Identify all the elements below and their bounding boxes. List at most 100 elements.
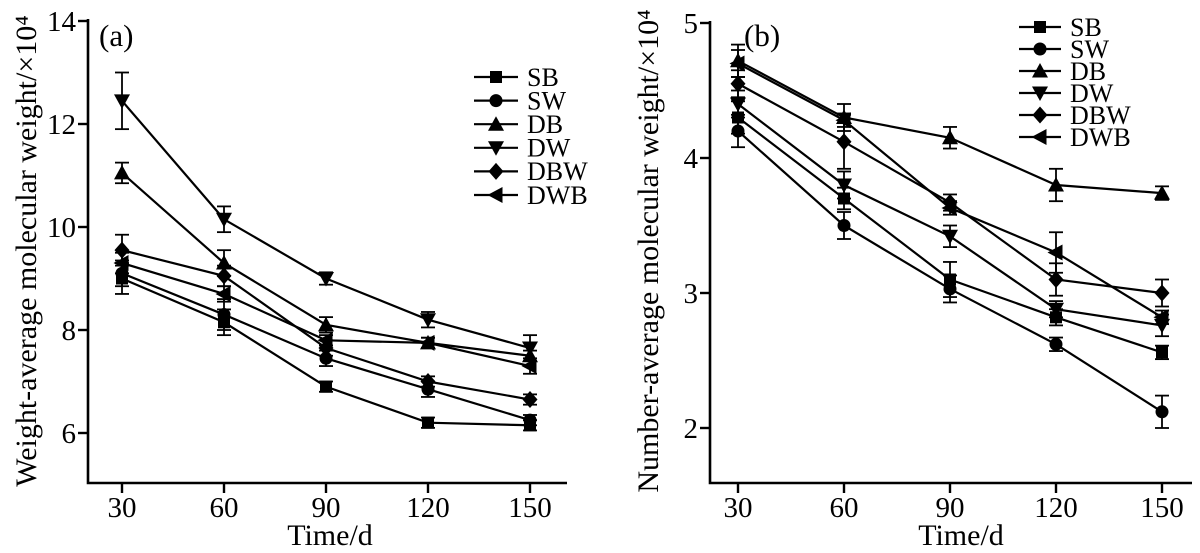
series-DW [114,71,538,362]
data-point-DB-marker [942,129,958,145]
data-point-DB-marker [318,316,334,332]
legend-label: SW [1070,35,1109,64]
legend-square-icon [490,71,502,83]
panel-label: (b) [744,18,780,53]
legend-diamond-icon [488,162,504,180]
data-point-DB-marker [1154,185,1170,200]
data-point-DBW-marker [730,75,746,93]
data-point-DW-marker [836,178,852,193]
legend-item-DB: DB [1019,57,1106,86]
data-point-DWB-marker [419,334,435,351]
data-point-SW-marker [1155,405,1169,419]
panel-label: (a) [99,18,133,53]
y-axis-title: Weight-average molecular weight/×10⁴ [10,15,43,486]
data-point-DBW-marker [836,133,852,151]
data-point-DBW-marker [114,241,130,259]
data-point-DWB-marker [1153,309,1169,326]
data-point-DBW-marker [1154,284,1170,302]
x-axis-tick-label: 30 [724,492,753,524]
legend-item-DW: DW [474,134,571,163]
axis-frame [708,21,1192,485]
y-axis-tick-label: 5 [684,8,699,40]
data-point-DBW-marker [216,267,232,285]
data-point-SB-marker [1156,346,1168,359]
legend-square-icon [1034,21,1046,33]
legend-triangle-left-icon [487,187,503,203]
data-point-DW-marker [730,97,746,112]
data-point-DW-marker [318,272,334,287]
data-point-DWB-marker [317,332,333,349]
legend-label: DWB [1070,123,1131,152]
data-point-DWB-marker [729,55,745,72]
x-axis-tick-label: 120 [406,492,450,524]
legend-item-DB: DB [474,110,563,139]
legend-item-SW: SW [1019,35,1109,64]
data-point-DW-marker [216,212,232,228]
series-DWB [729,49,1169,326]
data-point-DWB-marker [941,199,957,216]
legend-label: DW [527,134,571,163]
y-axis-tick-label: 4 [684,143,699,175]
legend-circle-icon [489,94,503,108]
x-axis-tick-label: 150 [508,492,552,524]
series-DBW [114,233,538,409]
series-DWB [113,251,537,375]
data-point-SW-marker [217,308,231,322]
series-DW-line [121,100,531,350]
legend-label: DBW [527,157,588,186]
legend-label: SW [527,86,566,115]
data-point-DW-marker [114,94,130,109]
y-axis-tick-label: 6 [62,418,77,450]
y-axis-tick-label: 3 [684,278,699,310]
legend-item-DWB: DWB [1019,123,1131,152]
data-point-DW-marker [420,313,436,328]
x-axis-tick-label: 30 [108,492,137,524]
legend-triangle-up-icon [1032,63,1048,78]
x-axis-tick-label: 120 [1034,492,1078,524]
data-point-SW-marker [523,413,537,427]
legend-label: DW [1070,79,1114,108]
x-axis-tick-label: 90 [312,492,341,524]
x-axis-tick-label: 60 [830,492,859,524]
legend-label: DWB [527,181,588,210]
legend-item-DBW: DBW [474,157,588,186]
legend-triangle-down-icon [1032,86,1048,101]
data-point-DWB-marker [113,255,129,272]
data-point-SW-marker [943,282,957,296]
legend-item-SB: SB [1019,13,1102,42]
data-point-DBW-marker [1048,271,1064,288]
panel-b: 5 4 3 2 30 60 90 120 150 Time/d Number-average mol… [632,8,1192,552]
legend-item-DW: DW [1019,79,1114,108]
y-axis-tick-label: 14 [47,6,77,38]
data-point-SW-marker [731,124,745,138]
data-point-SB-marker [422,416,434,429]
legend-item-SW: SW [474,86,566,115]
data-point-DB-marker [114,164,130,180]
data-point-SB-marker [320,380,332,393]
data-point-DWB-marker [215,285,231,302]
legend-item-DWB: DWB [474,181,588,210]
legend-triangle-up-icon [488,116,504,131]
axis-frame [86,19,567,485]
y-axis-tick-label: 12 [47,109,76,141]
y-axis-title: Number-average molecular weight/×10⁴ [632,9,665,492]
data-point-DWB-marker [1047,244,1063,261]
legend-diamond-icon [1032,106,1048,124]
x-axis-tick-label: 90 [936,492,965,524]
data-point-DWB-marker [835,112,851,129]
data-point-DW-marker [522,341,538,357]
legend-label: DBW [1070,101,1131,130]
legend-label: SB [527,63,559,92]
series-SW [731,113,1169,429]
x-axis-title: Time/d [287,519,373,552]
legend-triangle-left-icon [1031,129,1047,145]
legend-label: SB [1070,13,1102,42]
legend-item-DBW: DBW [1019,101,1131,130]
legend-label: DB [1070,57,1106,86]
x-axis-title: Time/d [918,519,1004,552]
data-point-DBW-marker [420,373,436,390]
y-axis-tick-label: 10 [47,212,76,244]
